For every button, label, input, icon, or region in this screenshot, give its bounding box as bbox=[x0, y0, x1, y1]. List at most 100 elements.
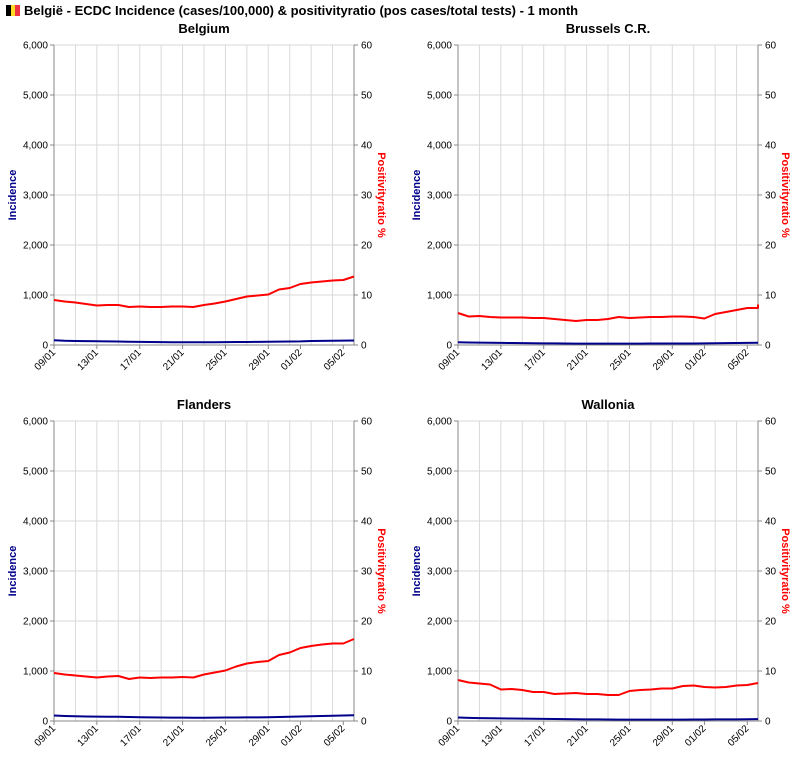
y-tick-label: 6,000 bbox=[23, 417, 48, 428]
y-tick-label: 3,000 bbox=[23, 191, 48, 202]
y-axis-label: Incidence bbox=[411, 170, 423, 221]
x-tick-label: 29/01 bbox=[651, 723, 677, 749]
y2-tick-label: 0 bbox=[361, 717, 367, 728]
y2-tick-label: 20 bbox=[765, 617, 777, 628]
y2-tick-label: 30 bbox=[361, 567, 373, 578]
y2-tick-label: 50 bbox=[361, 467, 373, 478]
chart-title: Flanders bbox=[177, 397, 231, 412]
y-tick-label: 5,000 bbox=[23, 467, 48, 478]
y-tick-label: 2,000 bbox=[23, 617, 48, 628]
y2-tick-label: 10 bbox=[765, 291, 777, 302]
x-tick-label: 29/01 bbox=[247, 347, 273, 373]
x-tick-label: 25/01 bbox=[608, 347, 634, 373]
flag-stripe-red bbox=[15, 5, 21, 16]
y-tick-label: 0 bbox=[446, 341, 452, 352]
y-tick-label: 3,000 bbox=[427, 191, 452, 202]
positivity-series-line bbox=[53, 275, 355, 308]
y2-axis-label: Positivityratio % bbox=[375, 152, 387, 238]
chart-panel-brussels-c-r: Brussels C.R. 0 1,000 2,000 3,000 4,000 5,000 6… bbox=[411, 21, 791, 373]
y-tick-label: 1,000 bbox=[23, 291, 48, 302]
y-tick-label: 4,000 bbox=[23, 141, 48, 152]
incidence-series-line bbox=[457, 716, 759, 721]
incidence-series-line bbox=[53, 339, 355, 344]
y-axis-label: Incidence bbox=[7, 170, 19, 221]
y2-tick-label: 20 bbox=[361, 241, 373, 252]
x-tick-label: 09/01 bbox=[33, 347, 59, 373]
x-tick-label: 09/01 bbox=[33, 723, 59, 749]
x-tick-label: 21/01 bbox=[565, 347, 591, 373]
x-tick-label: 01/02 bbox=[683, 723, 709, 749]
x-tick-label: 17/01 bbox=[522, 723, 548, 749]
x-tick-label: 01/02 bbox=[279, 723, 305, 749]
x-tick-label: 25/01 bbox=[204, 723, 230, 749]
x-tick-label: 13/01 bbox=[76, 723, 102, 749]
y-tick-label: 5,000 bbox=[427, 467, 452, 478]
chart-panel-belgium: Belgium01,0002,0003,0004,0005,0006,00001… bbox=[7, 21, 387, 373]
y2-tick-label: 60 bbox=[361, 417, 373, 428]
x-tick-label: 05/02 bbox=[726, 723, 752, 749]
positivity-series-line bbox=[53, 638, 355, 680]
x-tick-label: 25/01 bbox=[608, 723, 634, 749]
x-tick-label: 13/01 bbox=[480, 723, 506, 749]
y2-tick-label: 0 bbox=[361, 341, 367, 352]
y2-axis-label: Positivityratio % bbox=[779, 152, 791, 238]
y-tick-label: 6,000 bbox=[427, 41, 452, 52]
y-tick-label: 1,000 bbox=[23, 667, 48, 678]
incidence-series-line bbox=[53, 714, 355, 719]
x-tick-label: 29/01 bbox=[247, 723, 273, 749]
chart-title: Belgium bbox=[178, 21, 229, 36]
page-title-text: België - ECDC Incidence (cases/100,000) … bbox=[24, 3, 579, 18]
x-tick-label: 13/01 bbox=[76, 347, 102, 373]
belgium-flag-icon bbox=[6, 5, 21, 16]
y-tick-label: 3,000 bbox=[23, 567, 48, 578]
y-tick-label: 6,000 bbox=[23, 41, 48, 52]
y2-tick-label: 50 bbox=[765, 467, 777, 478]
y-tick-label: 0 bbox=[446, 717, 452, 728]
y-tick-label: 4,000 bbox=[427, 141, 452, 152]
y2-tick-label: 10 bbox=[765, 667, 777, 678]
x-tick-label: 05/02 bbox=[322, 347, 348, 373]
y2-tick-label: 40 bbox=[361, 517, 373, 528]
y-tick-label: 4,000 bbox=[427, 517, 452, 528]
y2-tick-label: 50 bbox=[765, 91, 777, 102]
positivity-series-line bbox=[457, 304, 759, 322]
y-tick-label: 4,000 bbox=[23, 517, 48, 528]
page-title: België - ECDC Incidence (cases/100,000) … bbox=[6, 3, 578, 18]
y-axis-label: Incidence bbox=[411, 546, 423, 597]
x-tick-label: 05/02 bbox=[726, 347, 752, 373]
y2-axis-label: Positivityratio % bbox=[779, 528, 791, 614]
y-tick-label: 2,000 bbox=[23, 241, 48, 252]
chart-panel-flanders: Flanders 0 1,000 2,000 3,000 4,000 5,000 6,000 0… bbox=[7, 397, 387, 749]
x-tick-label: 21/01 bbox=[161, 347, 187, 373]
y2-tick-label: 60 bbox=[765, 417, 777, 428]
y-tick-label: 1,000 bbox=[427, 291, 452, 302]
y-tick-label: 0 bbox=[42, 341, 48, 352]
y2-tick-label: 30 bbox=[765, 191, 777, 202]
x-tick-label: 17/01 bbox=[118, 723, 144, 749]
y2-tick-label: 40 bbox=[765, 517, 777, 528]
incidence-series-line bbox=[457, 341, 759, 345]
x-tick-label: 05/02 bbox=[322, 723, 348, 749]
y2-tick-label: 20 bbox=[765, 241, 777, 252]
y2-tick-label: 30 bbox=[361, 191, 373, 202]
y-tick-label: 5,000 bbox=[23, 91, 48, 102]
y-tick-label: 6,000 bbox=[427, 417, 452, 428]
x-tick-label: 13/01 bbox=[480, 347, 506, 373]
y-tick-label: 3,000 bbox=[427, 567, 452, 578]
x-tick-label: 09/01 bbox=[437, 723, 463, 749]
y2-tick-label: 0 bbox=[765, 341, 771, 352]
y2-tick-label: 20 bbox=[361, 617, 373, 628]
chart-title: Brussels C.R. bbox=[566, 21, 651, 36]
y2-tick-label: 50 bbox=[361, 91, 373, 102]
x-tick-label: 01/02 bbox=[279, 347, 305, 373]
chart-title: Wallonia bbox=[582, 397, 636, 412]
chart-panel-wallonia: Wallonia 0 1,000 2,000 3,000 4,000 5,000 6,000 0… bbox=[411, 397, 791, 749]
y-axis-label: Incidence bbox=[7, 546, 19, 597]
y-tick-label: 5,000 bbox=[427, 91, 452, 102]
x-tick-label: 17/01 bbox=[522, 347, 548, 373]
y-tick-label: 2,000 bbox=[427, 617, 452, 628]
y-tick-label: 2,000 bbox=[427, 241, 452, 252]
y2-tick-label: 10 bbox=[361, 667, 373, 678]
x-tick-label: 01/02 bbox=[683, 347, 709, 373]
